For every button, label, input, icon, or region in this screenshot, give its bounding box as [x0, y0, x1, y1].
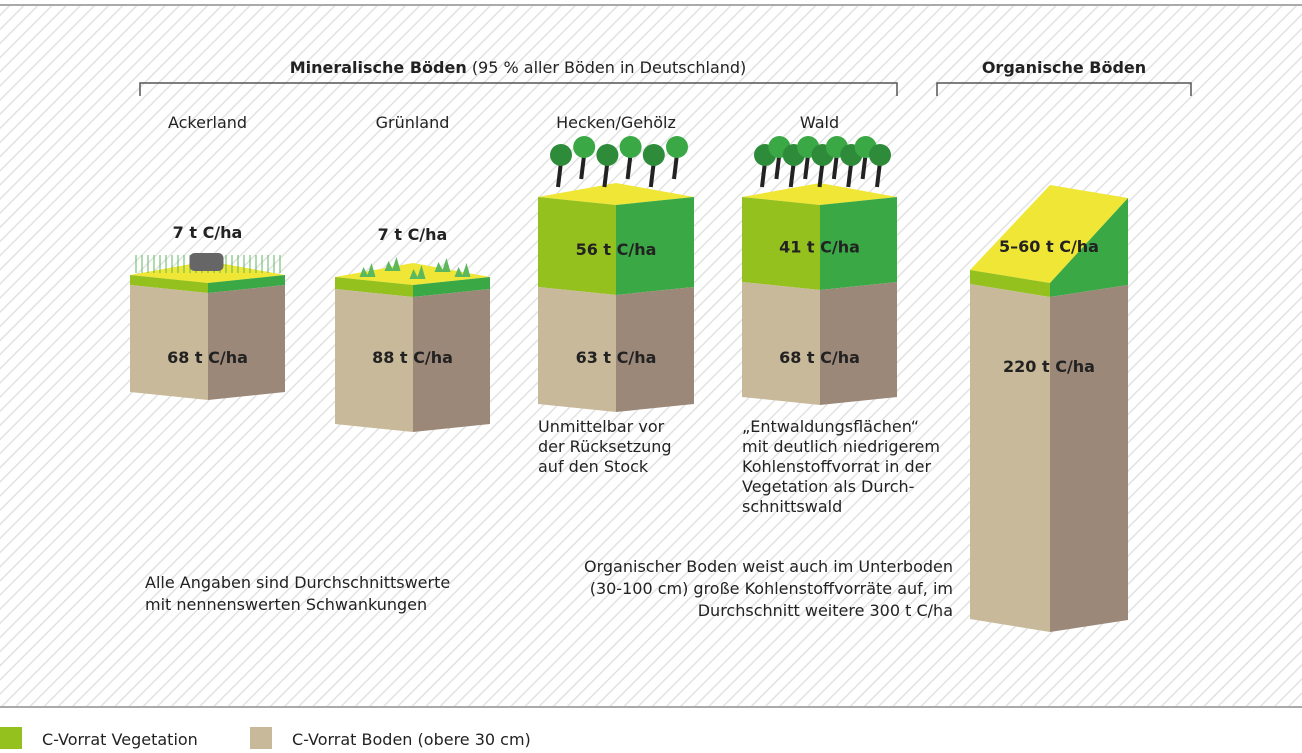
group-title-rest: (95 % aller Böden in Deutschland)	[472, 58, 746, 77]
soil-face	[820, 282, 897, 405]
vegetation-value: 56 t C/ha	[576, 240, 657, 259]
crown	[596, 144, 618, 166]
soil-value: 68 t C/ha	[167, 348, 248, 367]
legend-swatch	[250, 727, 272, 749]
column-note: der Rücksetzung	[538, 437, 672, 456]
tractor	[190, 253, 224, 271]
group-title: Mineralische Böden (95 % aller Böden in …	[290, 58, 747, 77]
crown	[869, 144, 891, 166]
soil-face	[742, 282, 820, 405]
column-note: Vegetation als Durch-	[742, 477, 914, 496]
legend-label: C-Vorrat Boden (obere 30 cm)	[292, 730, 531, 749]
crown	[573, 136, 595, 158]
vegetation-value: 41 t C/ha	[779, 238, 860, 257]
note: (30-100 cm) große Kohlenstoffvorräte auf…	[590, 579, 953, 598]
column-note: Unmittelbar vor	[538, 417, 665, 436]
legend-swatch	[0, 727, 22, 749]
column-label: Ackerland	[168, 113, 247, 132]
crown	[620, 136, 642, 158]
soil-value: 68 t C/ha	[779, 348, 860, 367]
group-title-bold: Mineralische Böden	[290, 58, 467, 77]
note: Organischer Boden weist auch im Unterbod…	[584, 557, 953, 576]
soil-face	[130, 285, 208, 400]
soil-value: 88 t C/ha	[372, 348, 453, 367]
soil-face	[970, 284, 1050, 632]
vegetation-value: 5–60 t C/ha	[999, 237, 1099, 256]
crown	[666, 136, 688, 158]
note: Durchschnitt weitere 300 t C/ha	[698, 601, 953, 620]
crown	[643, 144, 665, 166]
column-note: „Entwaldungsflächen“	[742, 417, 919, 436]
vegetation-value: 7 t C/ha	[173, 223, 243, 242]
column-label: Grünland	[376, 113, 450, 132]
soil-value: 220 t C/ha	[1003, 357, 1095, 376]
note: Alle Angaben sind Durchschnittswerte	[145, 573, 450, 592]
soil-value: 63 t C/ha	[576, 348, 657, 367]
group-title: Organische Böden	[982, 58, 1146, 77]
column-note: schnittswald	[742, 497, 842, 516]
column-label: Wald	[800, 113, 839, 132]
vegetation-value: 7 t C/ha	[378, 225, 448, 244]
soil-face	[1050, 285, 1128, 632]
column-note: auf den Stock	[538, 457, 649, 476]
note: mit nennenswerten Schwankungen	[145, 595, 427, 614]
column-note: mit deutlich niedrigerem	[742, 437, 940, 456]
soil-face	[208, 285, 285, 400]
crown	[550, 144, 572, 166]
column-note: Kohlenstoffvorrat in der	[742, 457, 931, 476]
column-label: Hecken/Gehölz	[556, 113, 676, 132]
legend-label: C-Vorrat Vegetation	[42, 730, 198, 749]
infographic: Mineralische Böden (95 % aller Böden in …	[0, 0, 1302, 753]
